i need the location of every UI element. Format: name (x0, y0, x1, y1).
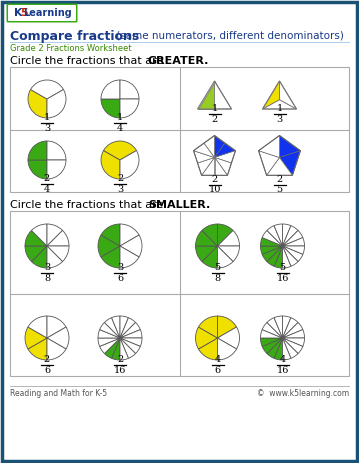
Polygon shape (194, 150, 214, 163)
Polygon shape (262, 81, 280, 109)
Wedge shape (120, 80, 139, 99)
Wedge shape (100, 338, 120, 354)
Wedge shape (274, 224, 283, 246)
Wedge shape (283, 246, 303, 262)
Text: 2: 2 (276, 175, 283, 183)
Wedge shape (47, 246, 69, 262)
Wedge shape (283, 316, 291, 338)
Wedge shape (261, 330, 283, 338)
Text: 6: 6 (44, 366, 50, 375)
Wedge shape (274, 316, 283, 338)
Wedge shape (120, 224, 139, 246)
Polygon shape (201, 157, 214, 175)
Polygon shape (214, 136, 225, 157)
Wedge shape (262, 246, 283, 262)
Text: 4: 4 (214, 355, 221, 364)
Text: Reading and Math for K-5: Reading and Math for K-5 (10, 389, 107, 398)
Polygon shape (267, 157, 293, 175)
Polygon shape (214, 150, 236, 163)
Text: 3: 3 (276, 115, 283, 124)
Wedge shape (283, 224, 291, 246)
Wedge shape (196, 246, 218, 262)
Wedge shape (267, 318, 283, 338)
Wedge shape (112, 316, 120, 338)
Wedge shape (98, 330, 120, 338)
Wedge shape (283, 330, 304, 338)
Text: 8: 8 (44, 274, 50, 283)
Wedge shape (25, 327, 47, 349)
Wedge shape (103, 141, 136, 160)
Wedge shape (274, 338, 283, 360)
Wedge shape (101, 224, 120, 246)
Wedge shape (283, 338, 303, 354)
Wedge shape (47, 141, 66, 160)
Wedge shape (283, 246, 298, 266)
Text: 6: 6 (117, 274, 123, 283)
Wedge shape (100, 322, 120, 338)
Text: Learning: Learning (24, 8, 73, 18)
Polygon shape (194, 143, 214, 157)
Text: 16: 16 (276, 274, 289, 283)
Text: 2: 2 (117, 355, 123, 364)
Wedge shape (274, 246, 283, 268)
Polygon shape (214, 157, 232, 175)
FancyBboxPatch shape (8, 5, 76, 21)
Wedge shape (199, 338, 218, 360)
Wedge shape (101, 80, 120, 99)
Wedge shape (28, 338, 47, 360)
Wedge shape (283, 246, 291, 268)
Polygon shape (214, 157, 228, 175)
Text: 3: 3 (44, 124, 50, 133)
Text: 5: 5 (279, 263, 285, 272)
Text: 16: 16 (114, 366, 126, 375)
Wedge shape (47, 338, 66, 360)
Wedge shape (283, 338, 298, 358)
Wedge shape (47, 316, 66, 338)
Text: 5: 5 (214, 263, 220, 272)
Wedge shape (283, 231, 303, 246)
Polygon shape (262, 100, 297, 109)
Text: 4: 4 (117, 124, 123, 133)
Wedge shape (120, 330, 142, 338)
Wedge shape (120, 338, 142, 346)
Text: K: K (14, 8, 22, 18)
Text: Compare fractions: Compare fractions (10, 30, 139, 43)
Text: 3: 3 (44, 263, 50, 272)
Wedge shape (47, 89, 66, 118)
Polygon shape (214, 81, 232, 109)
Wedge shape (267, 225, 283, 246)
Wedge shape (262, 338, 283, 354)
Wedge shape (283, 338, 304, 346)
Wedge shape (261, 238, 283, 246)
Wedge shape (104, 338, 120, 358)
Wedge shape (267, 338, 283, 358)
Text: ©  www.k5learning.com: © www.k5learning.com (257, 389, 349, 398)
Text: 1: 1 (117, 113, 123, 122)
Wedge shape (262, 231, 283, 246)
Wedge shape (28, 316, 47, 338)
Wedge shape (28, 89, 47, 118)
Wedge shape (267, 246, 283, 266)
Wedge shape (120, 338, 129, 360)
Wedge shape (202, 246, 218, 268)
Wedge shape (32, 224, 47, 246)
Text: 2: 2 (44, 174, 50, 183)
Wedge shape (262, 322, 283, 338)
Text: 1: 1 (211, 104, 218, 113)
Wedge shape (218, 224, 233, 246)
Text: 3: 3 (117, 185, 123, 194)
Wedge shape (196, 231, 218, 246)
Wedge shape (101, 246, 120, 268)
Text: GREATER.: GREATER. (148, 56, 209, 66)
Wedge shape (25, 246, 47, 262)
Wedge shape (261, 246, 283, 255)
Wedge shape (283, 322, 303, 338)
Text: Circle the fractions that are: Circle the fractions that are (10, 200, 167, 210)
Wedge shape (120, 338, 136, 358)
Wedge shape (283, 338, 291, 360)
Text: 4: 4 (279, 355, 286, 364)
Wedge shape (218, 231, 239, 246)
Text: 1: 1 (276, 104, 283, 113)
Wedge shape (47, 224, 62, 246)
